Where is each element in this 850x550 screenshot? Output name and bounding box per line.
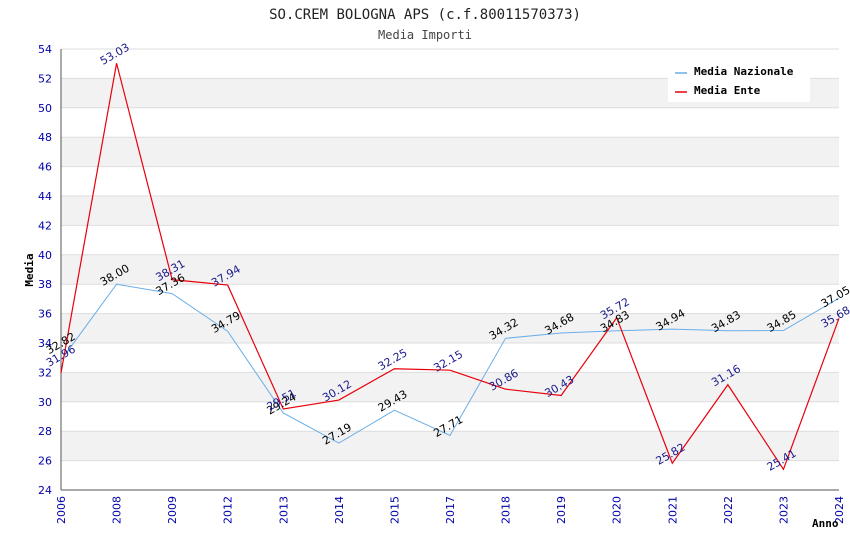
y-tick-label: 42 [38, 219, 52, 232]
y-tick-label: 54 [38, 43, 52, 56]
grid-band [61, 254, 839, 285]
y-tick-label: 24 [38, 484, 52, 497]
y-tick-label: 40 [38, 249, 52, 262]
y-tick-label: 26 [38, 455, 52, 468]
grid-band [61, 137, 839, 167]
x-axis-label: Anno [812, 517, 839, 530]
x-tick-label: 2014 [333, 496, 346, 524]
series-line-media-ente [60, 63, 840, 471]
series-line-media-nazionale [60, 283, 840, 444]
legend: Media Nazionale Media Ente [668, 62, 810, 102]
grid-band [61, 372, 839, 402]
grid-bands [61, 78, 839, 461]
y-tick-label: 52 [38, 72, 52, 85]
x-tick-label: 2006 [55, 496, 68, 524]
x-tick-label: 2013 [277, 496, 290, 524]
x-tick-label: 2023 [777, 496, 790, 524]
y-axis-label: Media [23, 253, 36, 286]
y-tick-label: 34 [38, 337, 52, 350]
x-tick-label: 2008 [111, 496, 124, 524]
y-tick-label: 44 [38, 190, 52, 203]
x-tick-label: 2015 [388, 496, 401, 524]
y-tick-label: 36 [38, 308, 52, 321]
grid-band [61, 431, 839, 461]
x-tick-labels: 2006 2008 2009 2012 2013 2014 2015 2017 2018 2019… [55, 496, 846, 524]
x-tick-label: 2021 [666, 496, 679, 524]
legend-label-media-ente: Media Ente [694, 84, 761, 97]
y-tick-label: 28 [38, 425, 52, 438]
y-tick-label: 38 [38, 278, 52, 291]
x-tick-label: 2020 [611, 496, 624, 524]
y-tick-label: 50 [38, 102, 52, 115]
chart-subtitle: Media Importi [378, 28, 472, 42]
x-tick-label: 2022 [722, 496, 735, 524]
y-tick-label: 32 [38, 366, 52, 379]
chart-title: SO.CREM BOLOGNA APS (c.f.80011570373) [269, 7, 581, 23]
legend-box [668, 62, 810, 102]
x-tick-label: 2017 [444, 496, 457, 524]
y-tick-label: 30 [38, 396, 52, 409]
x-tick-label: 2012 [222, 496, 235, 524]
y-tick-label: 46 [38, 161, 52, 174]
series-lines [60, 63, 840, 471]
x-tick-label: 2018 [500, 496, 513, 524]
x-tick-label: 2024 [833, 496, 846, 524]
data-label-ente: 53.03 [98, 41, 132, 68]
legend-label-media-nazionale: Media Nazionale [694, 65, 794, 78]
x-tick-label: 2009 [166, 496, 179, 524]
y-tick-labels: 24 26 28 30 32 34 36 38 40 42 44 46 48 50 52 54 [38, 43, 52, 497]
grid-band [61, 196, 839, 226]
grid-band [61, 313, 839, 343]
y-tick-label: 48 [38, 131, 52, 144]
x-tick-label: 2019 [555, 496, 568, 524]
